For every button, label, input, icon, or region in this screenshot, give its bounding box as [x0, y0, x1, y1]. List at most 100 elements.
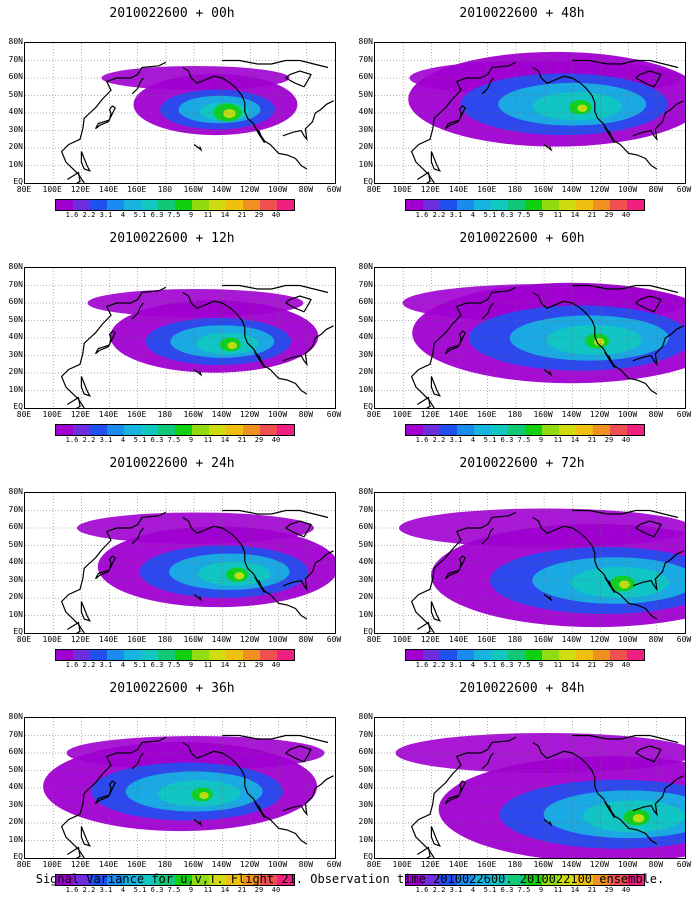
colorbar-swatch	[158, 650, 175, 660]
lat-tick-label: EQ	[13, 852, 23, 861]
colorbar-swatch	[124, 875, 141, 885]
colorbar-label: 14	[570, 886, 580, 894]
lon-tick-label: 100W	[267, 635, 288, 644]
colorbar-swatch	[175, 200, 192, 210]
map-panel-36h: 2010022600 + 36h 80N 70N 60N 50N 40N 30N 20N 10N…	[2, 675, 342, 897]
colorbar-swatch	[141, 875, 158, 885]
lat-tick-label: 10N	[358, 834, 373, 844]
lat-tick-label: 50N	[358, 539, 373, 549]
colorbar-swatch	[474, 425, 491, 435]
colorbar-label: 1.6	[65, 211, 79, 219]
colorbar-label: 5.1	[483, 211, 497, 219]
lat-tick-label: 70N	[358, 54, 373, 64]
lon-tick-label: 80W	[298, 185, 314, 194]
lat-tick-label: 10N	[358, 384, 373, 394]
lon-tick-label: 140E	[448, 410, 469, 419]
lon-tick-label: 160E	[127, 410, 147, 419]
colorbar-swatch	[226, 875, 243, 885]
lat-tick-label: 70N	[358, 504, 373, 514]
variance-map	[374, 267, 686, 409]
colorbar-label: 5.1	[133, 211, 147, 219]
colorbar-label: 6.3	[500, 886, 514, 894]
lon-tick-label: 100E	[392, 635, 412, 644]
colorbar-swatch	[474, 200, 491, 210]
lat-tick-label: 10N	[358, 159, 373, 169]
colorbar-label: 3.1	[99, 661, 113, 669]
colorbar-label: 21	[587, 211, 597, 219]
colorbar-label: 7.5	[517, 436, 531, 444]
colorbar-swatch	[192, 425, 209, 435]
colorbar-label: 7.5	[517, 211, 531, 219]
colorbar-label: 14	[220, 661, 230, 669]
colorbar-label: 40	[621, 436, 631, 444]
colorbar-swatch	[56, 200, 73, 210]
colorbar-swatch	[124, 650, 141, 660]
lat-tick-label: 40N	[8, 107, 23, 116]
colorbar-label: 11	[553, 886, 563, 894]
lon-tick-label: 120E	[70, 635, 90, 644]
lat-tick-label: 80N	[358, 37, 373, 46]
colorbar-label: 7.5	[167, 211, 181, 219]
lat-tick-label: 60N	[8, 522, 23, 531]
map-canvas	[25, 718, 335, 858]
colorbar-label: 29	[604, 886, 614, 894]
lon-tick-label: 80E	[366, 410, 382, 419]
lon-tick-label: 140W	[211, 410, 231, 419]
colorbar-label: 29	[604, 436, 614, 444]
colorbar-swatch	[559, 650, 576, 660]
colorbar-swatch	[107, 425, 124, 435]
variance-field	[402, 282, 685, 384]
lat-tick-label: 20N	[358, 592, 373, 601]
lon-tick-label: 160E	[127, 860, 147, 869]
colorbar-swatch	[440, 200, 457, 210]
lat-tick-label: 10N	[8, 384, 23, 394]
lon-tick-label: 80E	[366, 185, 382, 194]
lon-tick-label: 60W	[326, 185, 342, 194]
lon-tick-label: 60W	[326, 860, 342, 869]
map-panel-24h: 2010022600 + 24h 80N 70N 60N 50N 40N 30N 20N 10N…	[2, 450, 342, 672]
colorbar-swatch	[474, 875, 491, 885]
colorbar-label: 7.5	[167, 436, 181, 444]
colorbar-swatch	[627, 875, 644, 885]
colorbar-swatch	[593, 875, 610, 885]
map-panel-48h: 2010022600 + 48h 80N 70N 60N 50N 40N 30N 20N 10N…	[352, 0, 692, 222]
colorbar-swatch	[158, 425, 175, 435]
variance-map	[374, 492, 686, 634]
variance-field	[408, 51, 685, 147]
map-canvas	[375, 268, 685, 408]
lon-tick-label: 180	[157, 185, 173, 194]
lat-tick-label: 50N	[8, 764, 23, 774]
panel-title: 2010022600 + 24h	[109, 456, 235, 471]
colorbar-label: 6.3	[150, 436, 164, 444]
colorbar-swatch	[90, 875, 107, 885]
colorbar-label: 3.1	[449, 886, 463, 894]
lon-tick-label: 100W	[267, 185, 288, 194]
colorbar-label: 21	[587, 661, 597, 669]
lat-tick-label: 60N	[358, 522, 373, 531]
colorbar-label: 5.1	[483, 661, 497, 669]
lat-tick-label: 10N	[8, 609, 23, 619]
lon-tick-label: 140W	[561, 860, 581, 869]
colorbar-swatch	[508, 875, 525, 885]
colorbar-label: 9	[538, 661, 544, 669]
colorbar-label: 21	[587, 436, 597, 444]
lat-tick-label: 80N	[8, 487, 23, 496]
lat-tick-label: 30N	[8, 574, 23, 584]
lon-tick-label: 80W	[648, 410, 664, 419]
colorbar-swatch	[576, 650, 593, 660]
lon-tick-label: 140W	[561, 635, 581, 644]
colorbar-swatch	[491, 875, 508, 885]
colorbar-label: 5.1	[133, 886, 147, 894]
colorbar-swatch	[457, 650, 474, 660]
colorbar-swatch	[192, 200, 209, 210]
lon-tick-label: 100E	[392, 860, 412, 869]
colorbar-swatch	[73, 425, 90, 435]
colorbar-label: 29	[254, 661, 264, 669]
lon-tick-label: 80W	[298, 635, 314, 644]
lat-tick-label: 20N	[8, 817, 23, 826]
lon-tick-label: 100E	[42, 410, 62, 419]
lon-tick-label: 120E	[420, 185, 440, 194]
lat-tick-label: 80N	[358, 712, 373, 721]
colorbar-label: 1.6	[65, 436, 79, 444]
lon-tick-label: 120W	[239, 860, 260, 869]
